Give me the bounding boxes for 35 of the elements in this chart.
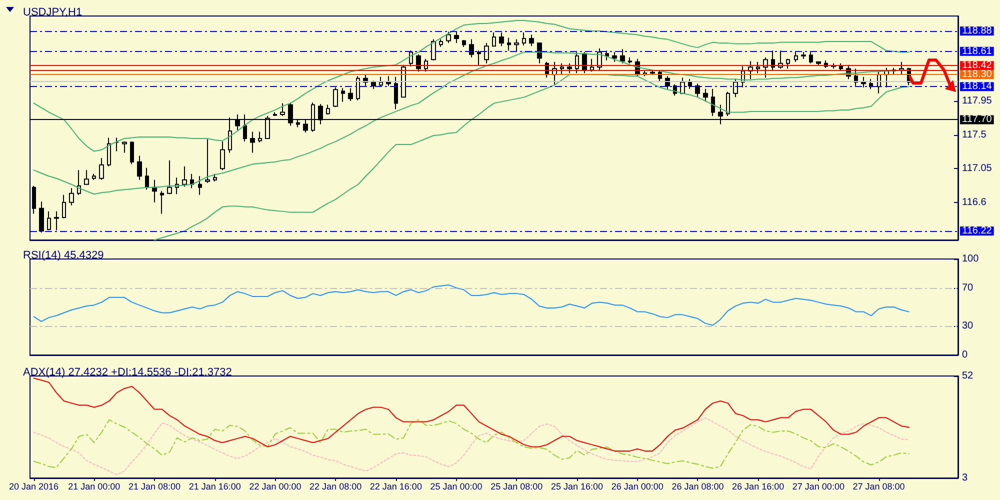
x-tick-label: 26 Jan 00:00 [611, 482, 664, 492]
x-tick-label: 22 Jan 16:00 [370, 482, 422, 492]
chart-title: USDJPY,H1 [23, 6, 82, 18]
chart-title: ADX(14) 27.4232 +DI:14.5536 -DI:21.3732 [23, 366, 232, 378]
x-tick-label: 25 Jan 08:00 [490, 482, 543, 492]
x-tick-label: 21 Jan 16:00 [188, 482, 241, 492]
ref-line-label: 118.88 [962, 26, 992, 37]
x-tick-label: 25 Jan 16:00 [550, 482, 604, 492]
ref-line-label: 117.70 [962, 114, 992, 126]
ref-line-label: 118.30 [962, 69, 992, 80]
y-tick-label: 117.95 [962, 95, 992, 106]
y-tick-label: 70 [962, 282, 974, 294]
y-tick-label: 117.05 [962, 163, 992, 174]
y-tick-label: 116.6 [962, 196, 987, 208]
y-tick-label: 100 [962, 254, 980, 264]
x-tick-label: 27 Jan 08:00 [852, 482, 905, 492]
y-tick-label: 52 [962, 370, 974, 382]
ref-line-label: 118.61 [962, 46, 992, 57]
x-tick-label: 27 Jan 00:00 [792, 482, 844, 492]
ref-line-label: 116.22 [962, 225, 992, 236]
y-tick-label: 3 [962, 472, 968, 484]
ref-line-label: 118.42 [962, 60, 992, 72]
ref-line-label: 118.14 [962, 81, 992, 92]
y-tick-label: 30 [962, 320, 974, 332]
x-tick-label: 26 Jan 16:00 [732, 482, 784, 492]
x-tick-label: 20 Jan 2016 [9, 482, 59, 492]
y-tick-label: 0 [962, 350, 968, 360]
x-tick-label: 26 Jan 08:00 [672, 482, 724, 492]
chart-title: RSI(14) 45.4329 [23, 250, 104, 262]
x-tick-label: 21 Jan 08:00 [128, 482, 181, 492]
y-tick-label: 117.5 [962, 129, 987, 140]
x-tick-label: 22 Jan 00:00 [249, 482, 302, 492]
x-tick-label: 25 Jan 00:00 [430, 482, 482, 492]
x-tick-label: 21 Jan 00:00 [68, 482, 120, 492]
x-tick-label: 22 Jan 08:00 [310, 482, 362, 492]
